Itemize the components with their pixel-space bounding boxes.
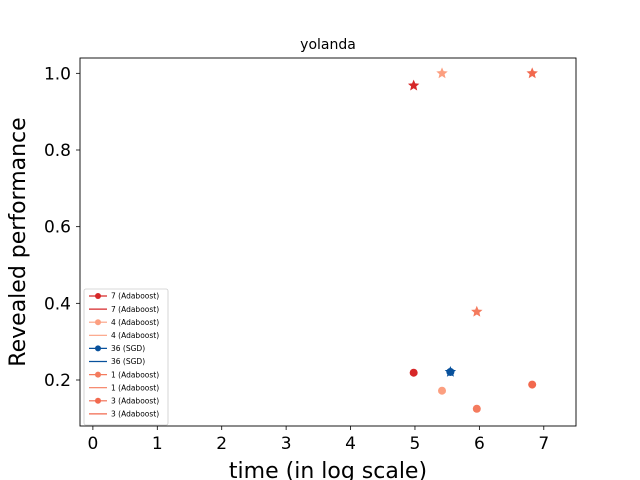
- data-point: [409, 368, 418, 377]
- x-tick-label: 5: [410, 434, 421, 454]
- best-star-marker: [444, 365, 457, 377]
- x-tick-label: 2: [216, 434, 227, 454]
- y-tick-label: 1.0: [44, 64, 71, 84]
- data-point: [472, 404, 481, 413]
- y-tick-label: 0.6: [44, 218, 71, 238]
- legend-marker: [95, 319, 101, 326]
- legend-marker: [95, 345, 101, 352]
- x-tick-label: 4: [345, 434, 356, 454]
- legend-label: 7 (Adaboost): [111, 292, 159, 301]
- legend-label: 4 (Adaboost): [111, 318, 159, 327]
- legend-label: 3 (Adaboost): [111, 397, 159, 406]
- legend-box: [83, 288, 169, 426]
- legend-marker: [95, 293, 101, 299]
- legend: 7 (Adaboost) 7 (Adaboost) 4 (Adaboost) 4 (A…: [83, 288, 169, 426]
- best-star-marker: [436, 67, 448, 79]
- x-tick-label: 0: [87, 434, 98, 454]
- best-star-marker: [407, 79, 420, 91]
- x-tick-label: 7: [538, 434, 549, 454]
- data-point: [438, 386, 447, 395]
- chart-title: yolanda: [300, 37, 356, 53]
- legend-label: 1 (Adaboost): [111, 370, 159, 379]
- plot-frame: [79, 57, 577, 427]
- legend-label: 4 (Adaboost): [111, 331, 159, 340]
- x-tick-label: 6: [474, 434, 485, 454]
- x-tick-label: 1: [152, 434, 163, 454]
- y-tick-label: 0.2: [44, 371, 71, 391]
- data-point: [528, 380, 537, 389]
- best-star-marker: [471, 305, 483, 317]
- legend-marker: [95, 397, 101, 404]
- legend-label: 1 (Adaboost): [111, 383, 159, 392]
- legend-marker: [95, 371, 101, 378]
- y-tick-label: 0.4: [44, 294, 71, 314]
- y-tick-label: 0.8: [44, 141, 71, 161]
- plot-area: 0 1 2 3 4 5 6 7 0.2 0.4 0.6 0.8 1.0: [44, 57, 577, 454]
- x-axis-label: time (in log scale): [229, 459, 427, 480]
- y-axis-label: Revealed performance: [6, 117, 31, 366]
- legend-label: 7 (Adaboost): [111, 305, 159, 314]
- legend-label: 36 (SGD): [111, 344, 145, 353]
- best-star-marker: [526, 67, 538, 79]
- legend-label: 36 (SGD): [111, 357, 145, 366]
- x-tick-label: 3: [281, 434, 292, 454]
- legend-label: 3 (Adaboost): [111, 410, 159, 419]
